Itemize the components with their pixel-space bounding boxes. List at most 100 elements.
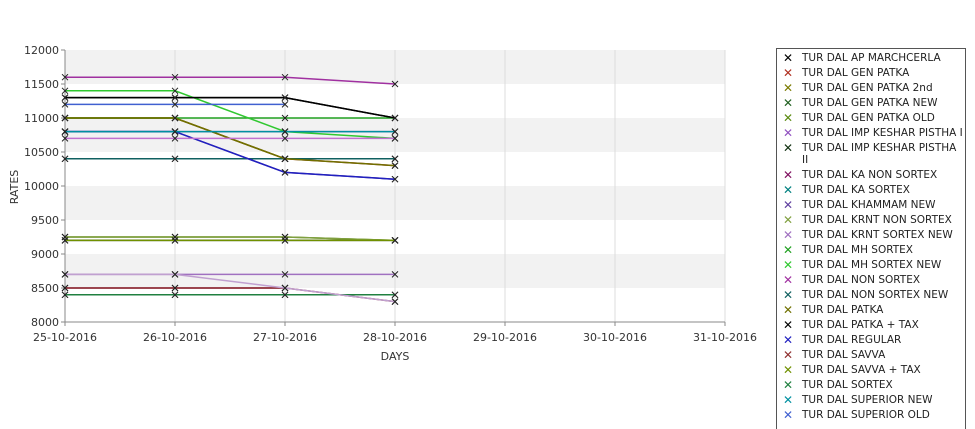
legend-item: ✕ TUR DAL GEN PATKA NEW: [777, 97, 965, 109]
legend-item: ✕ TUR DAL SAVVA: [777, 349, 965, 361]
legend-label: TUR DAL REGULAR: [802, 334, 902, 346]
legend-item: ✕ TUR DAL AP MARCHCERLA: [777, 52, 965, 64]
legend-label: TUR DAL IMP KESHAR PISTHA I: [802, 127, 963, 139]
legend-label: TUR DAL SAVVA + TAX: [802, 364, 921, 376]
data-point: [61, 94, 69, 101]
legend-item: ✕ TUR DAL SORTEX: [777, 379, 965, 391]
legend-label: TUR DAL GEN PATKA OLD: [802, 112, 935, 124]
legend-item: ✕ TUR DAL NON SORTEX: [777, 274, 965, 286]
legend-label: TUR DAL PATKA + TAX: [802, 319, 919, 331]
data-point: [171, 237, 179, 244]
legend-marker-icon: ✕: [782, 408, 794, 422]
legend-item: ✕ TUR DAL IMP KESHAR PISTHA II: [777, 142, 965, 166]
legend-item: ✕ TUR DAL KA NON SORTEX: [777, 169, 965, 181]
y-tick-label: 8500: [31, 282, 59, 295]
data-point: [391, 162, 399, 169]
legend-label: TUR DAL MH SORTEX NEW: [802, 259, 942, 271]
x-tick-label: 31-10-2016: [693, 331, 757, 344]
y-tick-label: 10000: [24, 180, 59, 193]
legend-marker-icon: ✕: [782, 393, 794, 407]
data-point: [61, 284, 69, 292]
legend-item: ✕ TUR DAL REGULAR: [777, 334, 965, 346]
legend-marker-icon: ✕: [782, 228, 794, 242]
x-tick-label: 30-10-2016: [583, 331, 647, 344]
legend-label: TUR DAL IMP KESHAR PISTHA II: [802, 142, 957, 166]
legend-label: TUR DAL MH SORTEX: [802, 244, 913, 256]
legend-marker-icon: ✕: [782, 318, 794, 332]
y-tick-label: 12000: [24, 44, 59, 57]
legend-marker-icon: ✕: [782, 111, 794, 125]
legend-label: TUR DAL SUPERIOR NEW: [802, 394, 933, 406]
legend-marker-icon: ✕: [782, 141, 794, 155]
y-axis-title: RATES: [8, 170, 21, 205]
legend-label: TUR DAL NON SORTEX NEW: [802, 289, 949, 301]
data-point: [281, 237, 289, 244]
x-tick-label: 26-10-2016: [143, 331, 207, 344]
legend-label: TUR DAL GEN PATKA 2nd: [802, 82, 933, 94]
data-point: [281, 135, 289, 142]
series-line: [65, 90, 396, 140]
legend-marker-icon: ✕: [782, 243, 794, 257]
data-point: [171, 114, 179, 122]
legend-marker-icon: ✕: [782, 348, 794, 362]
data-point: [61, 114, 69, 122]
legend-marker-icon: ✕: [782, 81, 794, 95]
legend-item: ✕ TUR DAL KHAMMAM NEW: [777, 199, 965, 211]
data-point: [171, 128, 179, 135]
legend-item: ✕ TUR DAL SAVVA + TAX: [777, 364, 965, 376]
legend-item: ✕ TUR DAL IMP KESHAR PISTHA I: [777, 127, 965, 139]
legend-marker-icon: ✕: [782, 363, 794, 377]
data-point: [171, 94, 179, 101]
legend-label: TUR DAL KA NON SORTEX: [802, 169, 938, 181]
data-point: [391, 298, 399, 305]
legend-label: TUR DAL KA SORTEX: [802, 184, 910, 196]
data-point: [171, 87, 179, 95]
data-point: [171, 73, 179, 81]
series-line: [65, 96, 396, 119]
data-point: [281, 155, 289, 163]
legend-item: ✕ TUR DAL GEN PATKA 2nd: [777, 82, 965, 94]
data-point: [61, 291, 69, 299]
legend-marker-icon: ✕: [782, 288, 794, 302]
legend-marker-icon: ✕: [782, 303, 794, 317]
series: [61, 101, 289, 108]
data-point: [61, 73, 69, 81]
x-tick-label: 25-10-2016: [33, 331, 97, 344]
data-point: [61, 237, 69, 244]
y-tick-label: 10500: [24, 146, 59, 159]
data-point: [61, 101, 69, 108]
data-point: [391, 155, 399, 163]
legend-item: ✕ TUR DAL KA SORTEX: [777, 184, 965, 196]
legend-item: ✕ TUR DAL GEN PATKA OLD: [777, 112, 965, 124]
series: [61, 271, 399, 305]
data-point: [61, 128, 69, 135]
data-point: [171, 271, 179, 278]
legend-label: TUR DAL KHAMMAM NEW: [802, 199, 936, 211]
legend-label: TUR DAL KRNT NON SORTEX: [802, 214, 952, 226]
legend-marker-icon: ✕: [782, 273, 794, 287]
data-point: [391, 128, 399, 135]
legend-marker-icon: ✕: [782, 258, 794, 272]
legend-item: ✕ TUR DAL NON SORTEX NEW: [777, 289, 965, 301]
data-point: [171, 155, 179, 163]
data-point: [391, 135, 399, 142]
series-line: [65, 236, 396, 242]
legend-marker-icon: ✕: [782, 66, 794, 80]
data-point: [281, 128, 289, 135]
legend-label: TUR DAL GEN PATKA: [802, 67, 910, 79]
x-tick-label: 29-10-2016: [473, 331, 537, 344]
data-point: [61, 135, 69, 142]
legend-item: ✕ TUR DAL SUPERIOR OLD: [777, 409, 965, 421]
series-line: [65, 76, 396, 85]
legend-label: TUR DAL SORTEX: [802, 379, 893, 391]
legend: ✕ TUR DAL AP MARCHCERLA ✕ TUR DAL GEN PATKA…: [776, 48, 966, 429]
legend-label: TUR DAL KRNT SORTEX NEW: [802, 229, 953, 241]
legend-marker-icon: ✕: [782, 333, 794, 347]
legend-label: TUR DAL AP MARCHCERLA: [802, 52, 941, 64]
legend-label: TUR DAL PATKA: [802, 304, 884, 316]
data-point: [171, 101, 179, 108]
y-tick-label: 9000: [31, 248, 59, 261]
legend-marker-icon: ✕: [782, 168, 794, 182]
data-point: [281, 94, 289, 101]
